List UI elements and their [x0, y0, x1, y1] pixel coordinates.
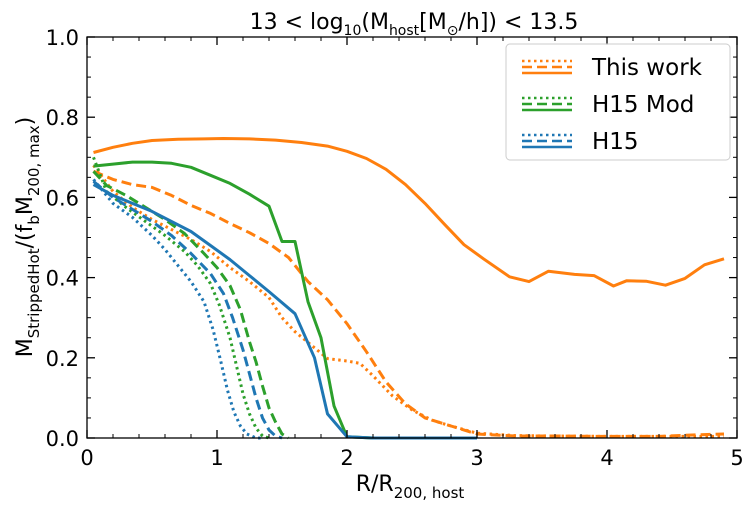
legend: This work H15 Mod H15: [505, 43, 731, 161]
x-tick-label: 4: [600, 446, 613, 470]
x-tick-label: 0: [80, 446, 93, 470]
series-line-h15-dotted: [92, 178, 263, 440]
series-line-h15-solid: [92, 183, 477, 440]
chart-title: 13 < log10(Mhost[M⊙/h]) < 13.5: [250, 10, 579, 39]
tick-label-layer: 0 1 2 3 4 5 0.0 0.2 0.4 0.6 0.8 1.0: [46, 26, 744, 470]
series-line-h15-mod-dashed: [92, 170, 290, 440]
series-line-h15-mod-dotted: [92, 156, 270, 440]
y-tick-label: 0.2: [46, 347, 79, 371]
y-tick-label: 1.0: [46, 26, 79, 50]
plot-frame: [86, 36, 738, 439]
series-line-this-work-dotted: [92, 164, 724, 438]
y-tick-label: 0.8: [46, 106, 79, 130]
series-line-this-work-solid: [93, 137, 725, 288]
y-axis-title: MStrippedHot/(fbM200, max): [13, 117, 43, 358]
series-line-h15-mod-solid: [93, 160, 477, 440]
series-layer: [92, 137, 725, 440]
y-tick-label: 0.4: [46, 267, 79, 291]
series-line-this-work-dashed: [92, 169, 725, 438]
legend-label-h15-mod: H15 Mod: [592, 92, 694, 118]
x-tick-label: 1: [210, 446, 223, 470]
x-tick-label: 2: [340, 446, 353, 470]
y-tick-label: 0.0: [46, 427, 79, 451]
legend-handles: [522, 59, 572, 149]
series-line-h15-dashed: [92, 180, 283, 440]
legend-label-h15: H15: [592, 129, 639, 155]
x-tick-label: 3: [470, 446, 483, 470]
legend-label-this-work: This work: [591, 55, 703, 81]
x-tick-label: 5: [730, 446, 743, 470]
y-tick-label: 0.6: [46, 186, 79, 210]
x-axis-title: R/R200, host: [356, 472, 465, 502]
